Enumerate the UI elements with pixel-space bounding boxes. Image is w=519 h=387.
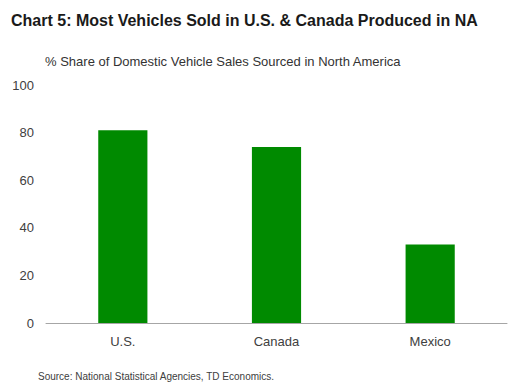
svg-text:Canada: Canada <box>254 334 300 349</box>
svg-text:% Share of Domestic Vehicle Sa: % Share of Domestic Vehicle Sales Source… <box>45 54 401 69</box>
svg-text:100: 100 <box>12 78 34 93</box>
svg-text:80: 80 <box>20 125 34 140</box>
svg-text:Chart 5: Most Vehicles Sold in: Chart 5: Most Vehicles Sold in U.S. & Ca… <box>11 12 478 29</box>
svg-text:Mexico: Mexico <box>410 334 451 349</box>
svg-text:60: 60 <box>20 173 34 188</box>
svg-text:20: 20 <box>20 268 34 283</box>
svg-text:Source: National Statistical A: Source: National Statistical Agencies, T… <box>38 371 274 382</box>
svg-text:U.S.: U.S. <box>110 334 135 349</box>
svg-text:40: 40 <box>20 220 34 235</box>
svg-text:0: 0 <box>27 316 34 331</box>
